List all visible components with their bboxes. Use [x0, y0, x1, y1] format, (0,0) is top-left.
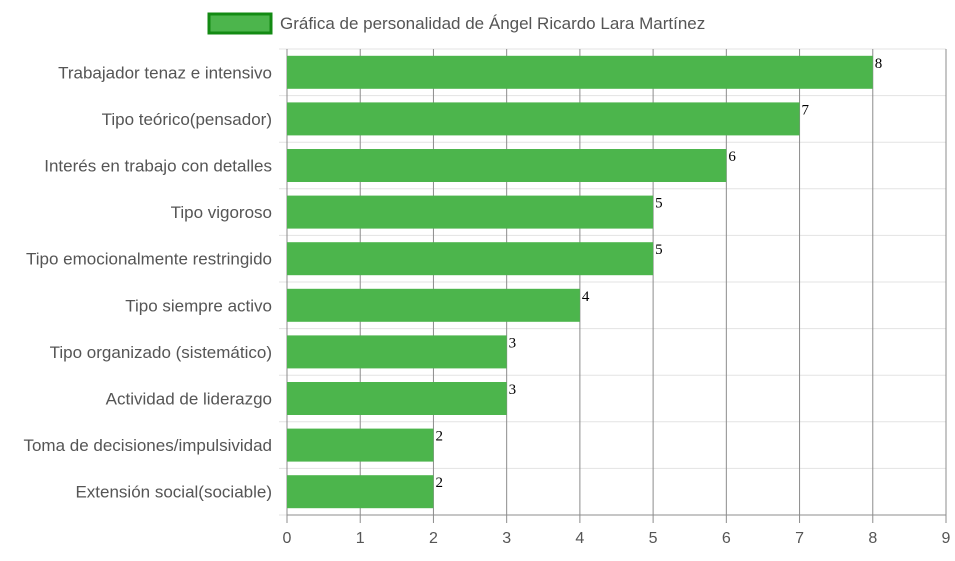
x-tick-label: 1	[356, 530, 365, 547]
bar	[287, 288, 580, 322]
bar-value-label: 3	[509, 335, 516, 351]
category-label: Toma de decisiones/impulsividad	[23, 436, 272, 455]
y-axis-labels: Trabajador tenaz e intensivo Tipo teórico…	[23, 63, 272, 501]
bar	[287, 428, 434, 462]
x-tick-label: 4	[575, 530, 584, 547]
category-label: Tipo teórico(pensador)	[102, 110, 272, 129]
legend-label: Gráfica de personalidad de Ángel Ricardo…	[280, 14, 705, 33]
category-label: Tipo organizado (sistemático)	[50, 343, 272, 362]
x-tick-label: 8	[868, 530, 877, 547]
category-label: Tipo siempre activo	[125, 296, 272, 315]
bar-value-label: 6	[728, 149, 736, 165]
x-tick-label: 7	[795, 530, 804, 547]
bar-value-label: 3	[509, 382, 516, 398]
category-label: Trabajador tenaz e intensivo	[58, 63, 272, 82]
x-tick-label: 3	[502, 530, 511, 547]
bars-group	[287, 55, 873, 509]
x-tick-label: 5	[649, 530, 658, 547]
bar	[287, 55, 873, 89]
bar	[287, 382, 507, 415]
category-label: Tipo emocionalmente restringido	[26, 250, 272, 269]
legend-swatch	[207, 12, 273, 35]
chart-legend: Gráfica de personalidad de Ángel Ricardo…	[207, 12, 705, 35]
bar	[287, 242, 654, 276]
bar	[287, 195, 654, 229]
x-axis-tick-labels: 0 1 2 3 4 5 6 7 8 9	[283, 530, 951, 547]
bar-value-label: 2	[435, 429, 443, 445]
bar-value-label: 5	[655, 242, 663, 258]
x-tick-label: 2	[429, 530, 438, 547]
bar-value-label: 5	[655, 196, 663, 212]
bar	[287, 102, 800, 136]
bar	[287, 335, 507, 369]
category-label: Actividad de liderazgo	[106, 390, 272, 409]
value-labels-group: 8 7 6 5 5 4 3 3 2 2	[435, 56, 882, 491]
category-label: Interés en trabajo con detalles	[44, 157, 272, 176]
bar	[287, 475, 434, 509]
x-tick-label: 0	[283, 530, 292, 547]
x-tick-label: 6	[722, 530, 731, 547]
bar-value-label: 4	[582, 289, 590, 305]
bar-value-label: 2	[435, 475, 443, 491]
bar-value-label: 7	[802, 102, 810, 118]
category-label: Tipo vigoroso	[171, 203, 272, 222]
bar	[287, 149, 727, 182]
bar-value-label: 8	[875, 56, 883, 72]
x-tick-label: 9	[942, 530, 951, 547]
category-label: Extensión social(sociable)	[75, 483, 272, 502]
